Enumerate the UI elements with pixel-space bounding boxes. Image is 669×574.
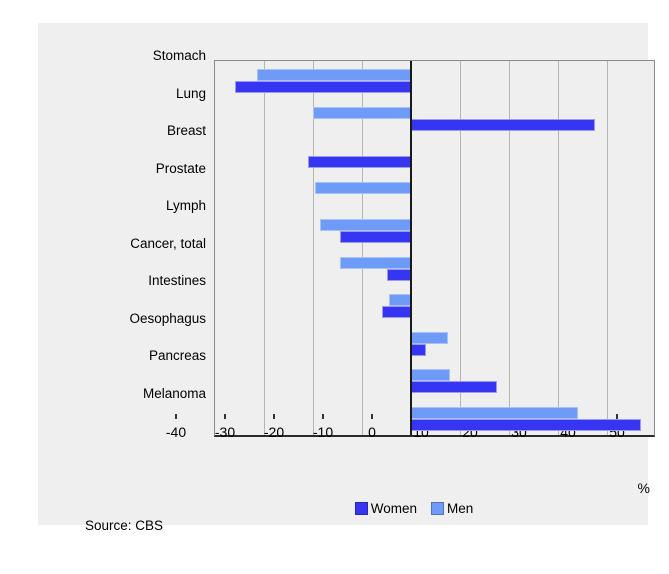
legend-item-men: Men (431, 501, 473, 516)
bar-men-prostate (315, 181, 411, 194)
bar-men-oesophagus (411, 331, 448, 344)
category-label-melanoma: Melanoma (142, 385, 206, 401)
bar-men-intestines (388, 294, 411, 306)
bar-women-oesophagus (411, 343, 426, 356)
gridline--20 (313, 61, 314, 435)
gridline-30 (558, 61, 559, 435)
bar-women-breast (308, 156, 411, 168)
bar-men-melanoma (411, 406, 578, 419)
axis-unit-label: % (637, 480, 650, 496)
category-label-prostate: Prostate (155, 160, 206, 176)
gridline--10 (362, 61, 363, 435)
gridline-20 (509, 61, 510, 435)
x-tick-label--40: -40 (165, 424, 187, 440)
x-tick-label--10: -10 (312, 424, 334, 440)
category-label-breast: Breast (166, 123, 206, 138)
category-label-oesophagus: Oesophagus (129, 310, 206, 326)
x-tick-label--30: -30 (214, 424, 236, 440)
bar-women-stomach (234, 81, 411, 93)
bar-men-lymph (320, 219, 411, 231)
chart-panel: Stomach Lung Breast Prostate Lymph Cancer, to… (38, 23, 655, 533)
category-label-cancer-total: Cancer, total (130, 235, 206, 251)
bar-women-pancreas (411, 381, 497, 393)
gridline-10 (460, 61, 461, 435)
x-tick--30 (224, 414, 226, 419)
bar-men-lung (313, 106, 411, 119)
bar-women-lymph (339, 231, 411, 243)
bar-women-lung (411, 118, 595, 131)
bar-women-intestines (381, 306, 411, 318)
x-tick-50 (616, 414, 618, 419)
legend-item-women: Women (354, 501, 417, 516)
x-tick--20 (273, 414, 275, 419)
legend-swatch-women-icon (354, 502, 368, 515)
category-label-stomach: Stomach (152, 48, 206, 63)
x-tick--40 (175, 414, 177, 419)
category-label-pancreas: Pancreas (148, 348, 206, 363)
legend: Women Men (214, 501, 614, 516)
bar-men-stomach (256, 69, 411, 81)
gridline-40 (607, 61, 608, 435)
x-tick-label-0: 0 (368, 424, 376, 440)
bar-men-cancer-total (339, 256, 411, 269)
category-label-lung: Lung (175, 85, 206, 101)
category-label-lymph: Lymph (165, 198, 206, 213)
x-tick--10 (322, 414, 324, 419)
legend-swatch-men-icon (431, 502, 444, 515)
legend-label-women: Women (370, 501, 417, 516)
category-label-intestines: Intestines (148, 273, 206, 288)
bar-men-pancreas (411, 369, 451, 381)
bar-women-cancer-total (386, 268, 411, 281)
plot-area (214, 60, 655, 437)
gridline--30 (264, 61, 265, 435)
x-tick-0 (371, 414, 373, 419)
legend-label-men: Men (447, 501, 474, 516)
source-label: Source: CBS (85, 518, 164, 533)
bar-women-melanoma (411, 418, 642, 431)
x-tick-label--20: -20 (263, 424, 285, 440)
zero-line (410, 61, 412, 435)
